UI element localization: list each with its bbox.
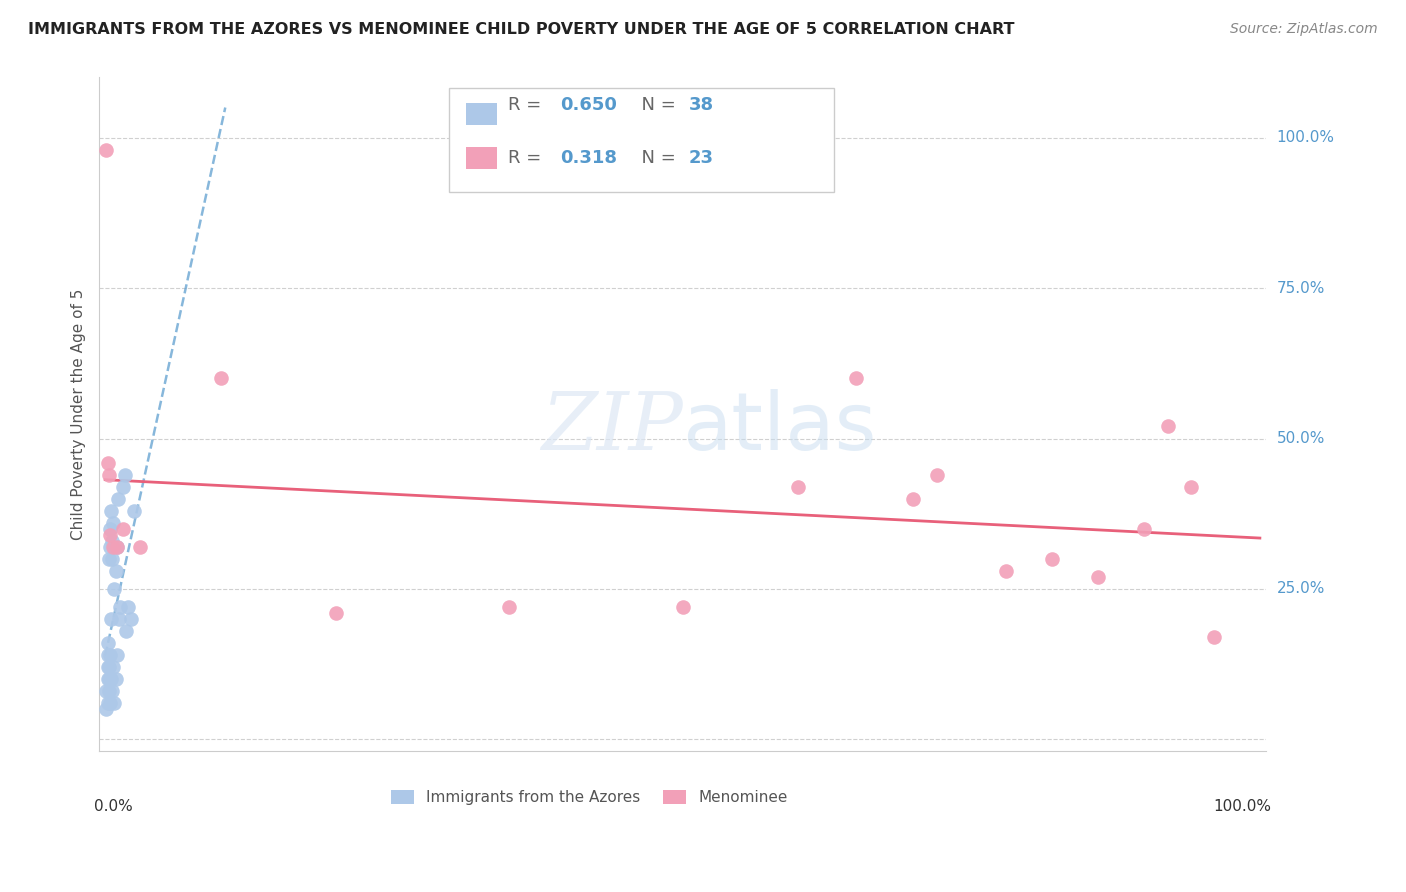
- Point: [120, 612, 142, 626]
- Legend: Immigrants from the Azores, Menominee: Immigrants from the Azores, Menominee: [385, 784, 794, 811]
- Point: [845, 371, 868, 385]
- Point: [925, 467, 948, 482]
- Point: [101, 684, 124, 698]
- Point: [98, 528, 121, 542]
- Point: [122, 504, 145, 518]
- Point: [115, 624, 138, 639]
- Text: R =: R =: [508, 149, 547, 167]
- Point: [110, 600, 132, 615]
- Text: 100.0%: 100.0%: [1213, 798, 1271, 814]
- Point: [103, 696, 125, 710]
- Point: [100, 673, 122, 687]
- Text: 0.0%: 0.0%: [94, 798, 132, 814]
- Point: [96, 636, 118, 650]
- Text: R =: R =: [508, 96, 547, 114]
- Text: ZIP: ZIP: [541, 389, 682, 467]
- Point: [97, 673, 120, 687]
- Point: [97, 552, 120, 566]
- Point: [96, 648, 118, 663]
- Text: atlas: atlas: [682, 389, 877, 467]
- Point: [128, 540, 150, 554]
- Point: [498, 600, 520, 615]
- Point: [114, 467, 136, 482]
- Text: 100.0%: 100.0%: [1277, 130, 1334, 145]
- Text: 75.0%: 75.0%: [1277, 281, 1324, 295]
- Point: [96, 696, 118, 710]
- Point: [104, 564, 127, 578]
- Point: [96, 143, 118, 157]
- Point: [325, 606, 347, 620]
- Point: [1180, 480, 1202, 494]
- Point: [111, 522, 134, 536]
- Point: [98, 522, 121, 536]
- Point: [97, 467, 120, 482]
- Point: [108, 612, 131, 626]
- Point: [98, 696, 121, 710]
- Point: [117, 600, 139, 615]
- Point: [96, 684, 118, 698]
- Y-axis label: Child Poverty Under the Age of 5: Child Poverty Under the Age of 5: [72, 289, 86, 541]
- Text: 25.0%: 25.0%: [1277, 582, 1324, 597]
- Text: 50.0%: 50.0%: [1277, 431, 1324, 446]
- Point: [97, 660, 120, 674]
- Point: [1087, 570, 1109, 584]
- Point: [107, 491, 129, 506]
- Point: [111, 480, 134, 494]
- Point: [96, 456, 118, 470]
- Point: [103, 516, 125, 530]
- Point: [96, 660, 118, 674]
- Point: [994, 564, 1017, 578]
- Point: [671, 600, 693, 615]
- Point: [105, 540, 128, 554]
- Point: [98, 648, 121, 663]
- Point: [103, 582, 125, 596]
- Text: 0.650: 0.650: [560, 96, 617, 114]
- FancyBboxPatch shape: [450, 87, 834, 192]
- Text: N =: N =: [630, 96, 682, 114]
- Point: [104, 673, 127, 687]
- Point: [100, 504, 122, 518]
- Point: [209, 371, 232, 385]
- Text: N =: N =: [630, 149, 682, 167]
- Point: [101, 552, 124, 566]
- Point: [103, 540, 125, 554]
- Point: [96, 673, 118, 687]
- Point: [1202, 630, 1225, 644]
- Point: [101, 533, 124, 548]
- Text: 0.318: 0.318: [560, 149, 617, 167]
- Point: [1040, 552, 1063, 566]
- FancyBboxPatch shape: [465, 146, 498, 169]
- Text: 23: 23: [689, 149, 713, 167]
- Point: [787, 480, 810, 494]
- Point: [105, 540, 128, 554]
- Point: [903, 491, 925, 506]
- Point: [105, 648, 128, 663]
- Text: Source: ZipAtlas.com: Source: ZipAtlas.com: [1230, 22, 1378, 37]
- Point: [97, 684, 120, 698]
- Point: [96, 702, 118, 716]
- Point: [1156, 419, 1178, 434]
- Point: [100, 612, 122, 626]
- Point: [98, 540, 121, 554]
- Point: [1133, 522, 1156, 536]
- Text: IMMIGRANTS FROM THE AZORES VS MENOMINEE CHILD POVERTY UNDER THE AGE OF 5 CORRELA: IMMIGRANTS FROM THE AZORES VS MENOMINEE …: [28, 22, 1015, 37]
- Point: [103, 660, 125, 674]
- Text: 38: 38: [689, 96, 713, 114]
- FancyBboxPatch shape: [465, 103, 498, 125]
